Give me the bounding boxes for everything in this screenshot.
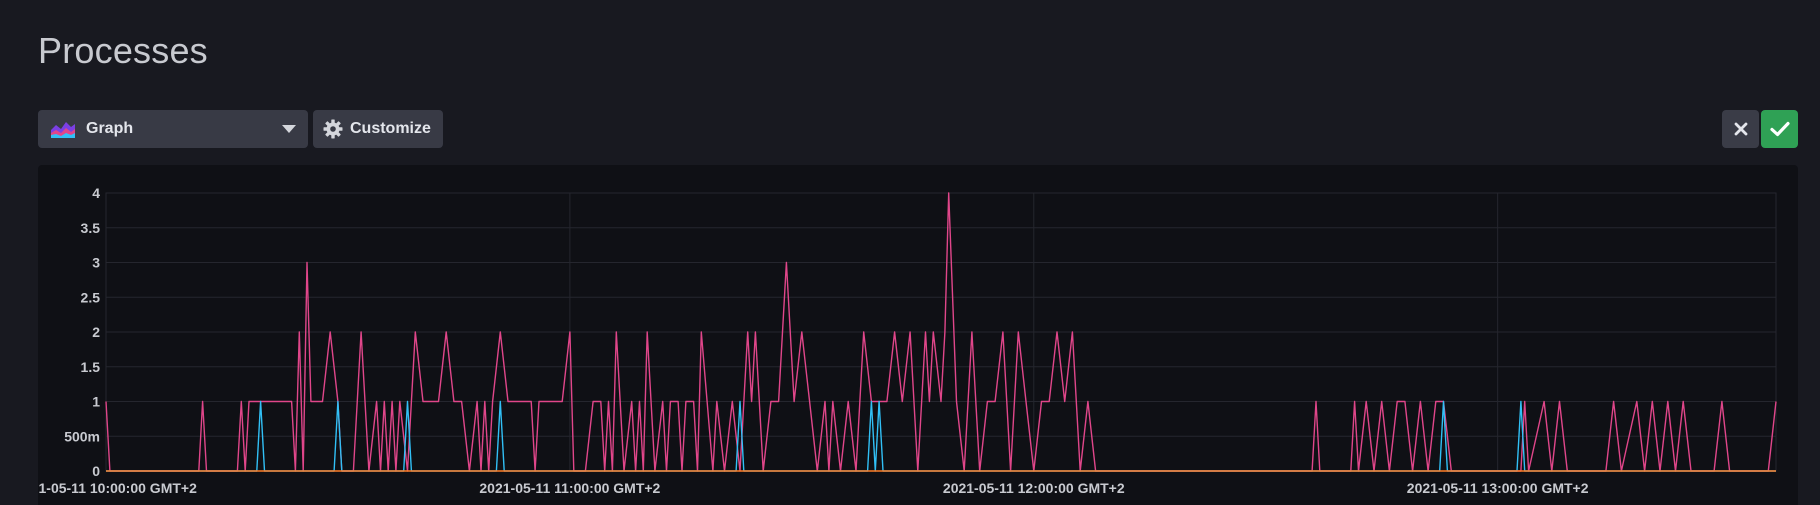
y-tick-label: 0 bbox=[92, 463, 100, 479]
cancel-button[interactable] bbox=[1722, 110, 1759, 148]
y-tick-label: 1.5 bbox=[81, 359, 101, 375]
series-line-2 bbox=[106, 400, 1776, 472]
y-tick-label: 1 bbox=[92, 394, 100, 410]
toolbar: Graph Customize bbox=[38, 110, 443, 148]
graph-icon bbox=[51, 122, 75, 138]
checkmark-icon bbox=[1769, 121, 1790, 137]
y-tick-label: 2 bbox=[92, 324, 100, 340]
visualization-type-label: Graph bbox=[86, 120, 134, 137]
y-tick-label: 500m bbox=[64, 428, 100, 444]
edit-actions bbox=[1722, 110, 1798, 148]
y-tick-label: 4 bbox=[92, 185, 100, 201]
y-tick-label: 2.5 bbox=[81, 289, 101, 305]
y-tick-label: 3 bbox=[92, 255, 100, 271]
chevron-down-icon bbox=[282, 125, 296, 133]
page-title: Processes bbox=[38, 30, 208, 71]
visualization-type-dropdown[interactable]: Graph bbox=[38, 110, 308, 148]
customize-button[interactable]: Customize bbox=[313, 110, 443, 148]
close-icon bbox=[1734, 122, 1747, 136]
x-tick-label: 2021-05-11 12:00:00 GMT+2 bbox=[943, 480, 1125, 496]
x-tick-label: 2021-05-11 13:00:00 GMT+2 bbox=[1407, 480, 1589, 496]
gear-icon bbox=[323, 119, 343, 139]
graph-panel: 0 500m 1 1.5 2 2.5 3 3.5 4 2021-05-11 10:00:00 G… bbox=[38, 165, 1798, 505]
y-tick-label: 3.5 bbox=[81, 220, 101, 236]
line-chart[interactable]: 0 500m 1 1.5 2 2.5 3 3.5 4 2021-05-11 10:00:00 G… bbox=[38, 165, 1798, 505]
x-tick-label: 2021-05-11 10:00:00 GMT+2 bbox=[38, 480, 197, 496]
series-line-1 bbox=[105, 192, 1777, 472]
confirm-button[interactable] bbox=[1761, 110, 1798, 148]
x-tick-label: 2021-05-11 11:00:00 GMT+2 bbox=[479, 480, 660, 496]
customize-label: Customize bbox=[350, 120, 431, 137]
